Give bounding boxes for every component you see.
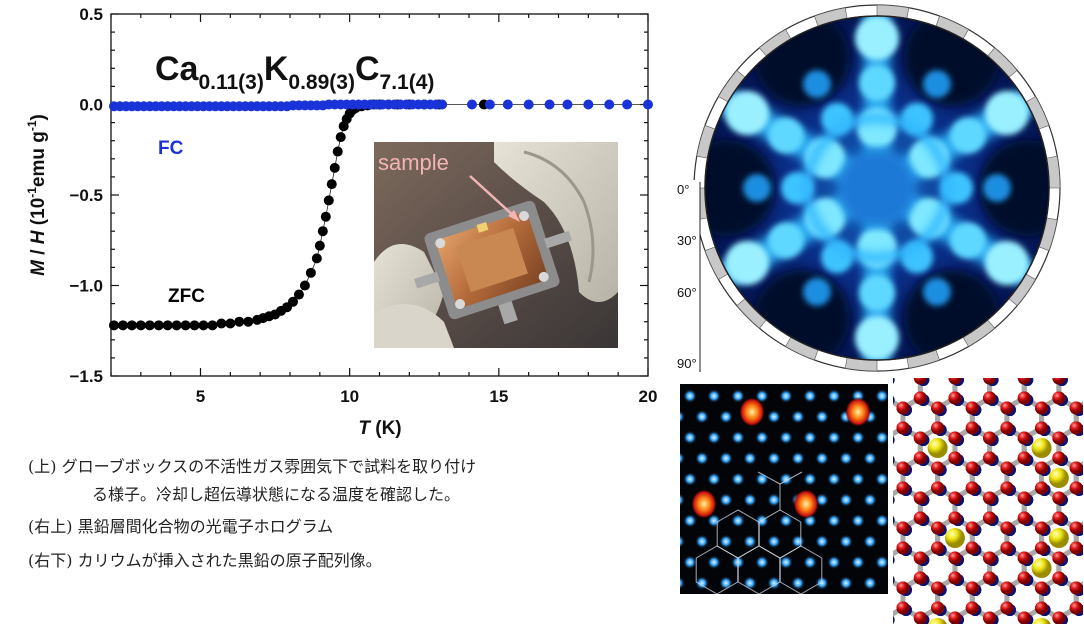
fc-point [484, 99, 495, 110]
y-axis-label: M / H (10-1emu g-1) [25, 114, 49, 276]
x-tick-label: 5 [196, 387, 205, 406]
crystal-structure-model [893, 378, 1083, 624]
fc-point [643, 99, 653, 110]
y-tick-label: −0.5 [69, 186, 103, 205]
zfc-point [144, 320, 155, 331]
zfc-point [335, 132, 346, 143]
zfc-point [180, 320, 191, 331]
fc-point [622, 99, 633, 110]
zfc-point [329, 162, 340, 173]
zfc-point [126, 320, 137, 331]
zfc-point [323, 195, 334, 206]
y-tick-label: 0.5 [79, 5, 103, 24]
caption-upper-right: (右上) 黒鉛層間化合物の光電子ホログラム [28, 517, 334, 536]
zfc-point [189, 320, 200, 331]
angle-label-60: 60° [677, 285, 697, 300]
sample-photo: sample [374, 142, 618, 348]
zfc-point [287, 296, 298, 307]
x-tick-label: 15 [489, 387, 508, 406]
zfc-point [198, 320, 209, 331]
zfc-point [299, 280, 310, 291]
fc-point [437, 99, 448, 110]
fc-point [544, 99, 555, 110]
fc-point [502, 99, 513, 110]
zfc-point [216, 318, 227, 329]
fc-series-label: FC [158, 138, 184, 159]
fc-point [466, 99, 477, 110]
zfc-point [314, 240, 325, 251]
data-series [108, 99, 653, 331]
x-tick-label: 20 [639, 387, 658, 406]
x-tick-label: 10 [340, 387, 359, 406]
zfc-point [117, 320, 128, 331]
zfc-point [225, 318, 236, 329]
zfc-point [234, 316, 245, 327]
hologram-pattern [705, 16, 1049, 360]
axis-ticks [110, 13, 649, 377]
sample-label: sample [378, 150, 449, 175]
tick-labels: 5 10 15 20 0.5 0.0 −0.5 −1.0 −1.5 [69, 5, 657, 406]
angle-scale: 0° 30° 60° 90° [677, 182, 697, 371]
fc-point [562, 99, 573, 110]
zfc-point [153, 320, 164, 331]
zfc-point [317, 226, 328, 237]
zfc-point [293, 289, 304, 300]
zfc-point [135, 320, 146, 331]
zfc-point [171, 320, 182, 331]
zfc-point [305, 267, 316, 278]
caption-lower-right: (右下) カリウムが挿入された黒鉛の原子配列像。 [28, 551, 382, 570]
zfc-point [207, 320, 218, 331]
caption-top: (上) グローブボックスの不活性ガス雰囲気下で試料を取り付け [28, 457, 477, 476]
atomic-lattice-image [680, 384, 888, 594]
angle-label-30: 30° [677, 233, 697, 248]
magnetization-chart: 5 10 15 20 0.5 0.0 −0.5 −1.0 −1.5 T (K) M / H (1… [25, 5, 657, 439]
y-tick-label: −1.0 [69, 277, 103, 296]
chart-title: Ca0.11(3)K0.89(3)C7.1(4) [155, 50, 434, 94]
zfc-point [320, 211, 331, 222]
zfc-point [162, 320, 173, 331]
zfc-point [332, 146, 343, 157]
caption-top-cont: る様子。冷却し超伝導状態になる温度を確認した。 [92, 485, 461, 504]
sample-photo-image: sample [374, 142, 618, 348]
x-axis-label: T (K) [358, 418, 401, 439]
zfc-point [243, 316, 254, 327]
fc-point [583, 99, 594, 110]
photoelectron-hologram: 0° 30° 60° 90° [676, 4, 1061, 374]
angle-label-90: 90° [677, 356, 697, 371]
zfc-point [326, 179, 337, 190]
zfc-series-label: ZFC [168, 286, 205, 307]
y-tick-label: 0.0 [79, 96, 103, 115]
fc-point [523, 99, 534, 110]
fc-point [604, 99, 615, 110]
zfc-point [108, 320, 119, 331]
zfc-point [311, 253, 322, 264]
angle-label-0: 0° [677, 182, 689, 197]
y-tick-label: −1.5 [69, 367, 103, 386]
